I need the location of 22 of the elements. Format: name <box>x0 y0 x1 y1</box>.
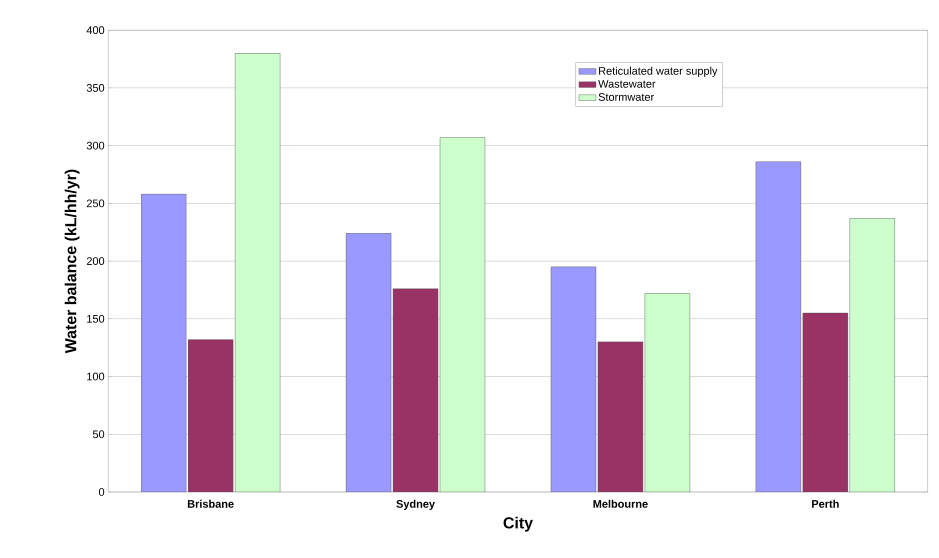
legend-label: Wastewater <box>598 80 656 88</box>
x-tick-label: Sydney <box>396 500 435 510</box>
y-tick-label: 300 <box>86 142 104 150</box>
y-tick-label: 250 <box>86 199 104 208</box>
y-tick-label: 200 <box>86 257 104 265</box>
x-tick-label: Melbourne <box>593 500 648 508</box>
bar <box>850 218 896 492</box>
bar <box>440 137 486 492</box>
y-tick-label: 350 <box>86 84 104 92</box>
legend-label: Stormwater <box>598 93 654 101</box>
y-tick-label: 50 <box>92 430 104 438</box>
x-axis-title: City <box>504 516 533 532</box>
x-tick-label: Brisbane <box>188 500 234 508</box>
y-tick-label: 0 <box>98 488 104 496</box>
y-tick-label: 100 <box>87 372 104 380</box>
bar <box>644 293 690 492</box>
y-tick-label: 400 <box>86 26 104 34</box>
y-axis-title: Water balance (kL/hh/yr) <box>64 170 80 354</box>
legend-label: Reticulated water supply <box>599 66 718 77</box>
y-tick-label: 150 <box>87 314 104 323</box>
x-tick-label: Perth <box>812 500 839 508</box>
bar <box>234 52 280 492</box>
